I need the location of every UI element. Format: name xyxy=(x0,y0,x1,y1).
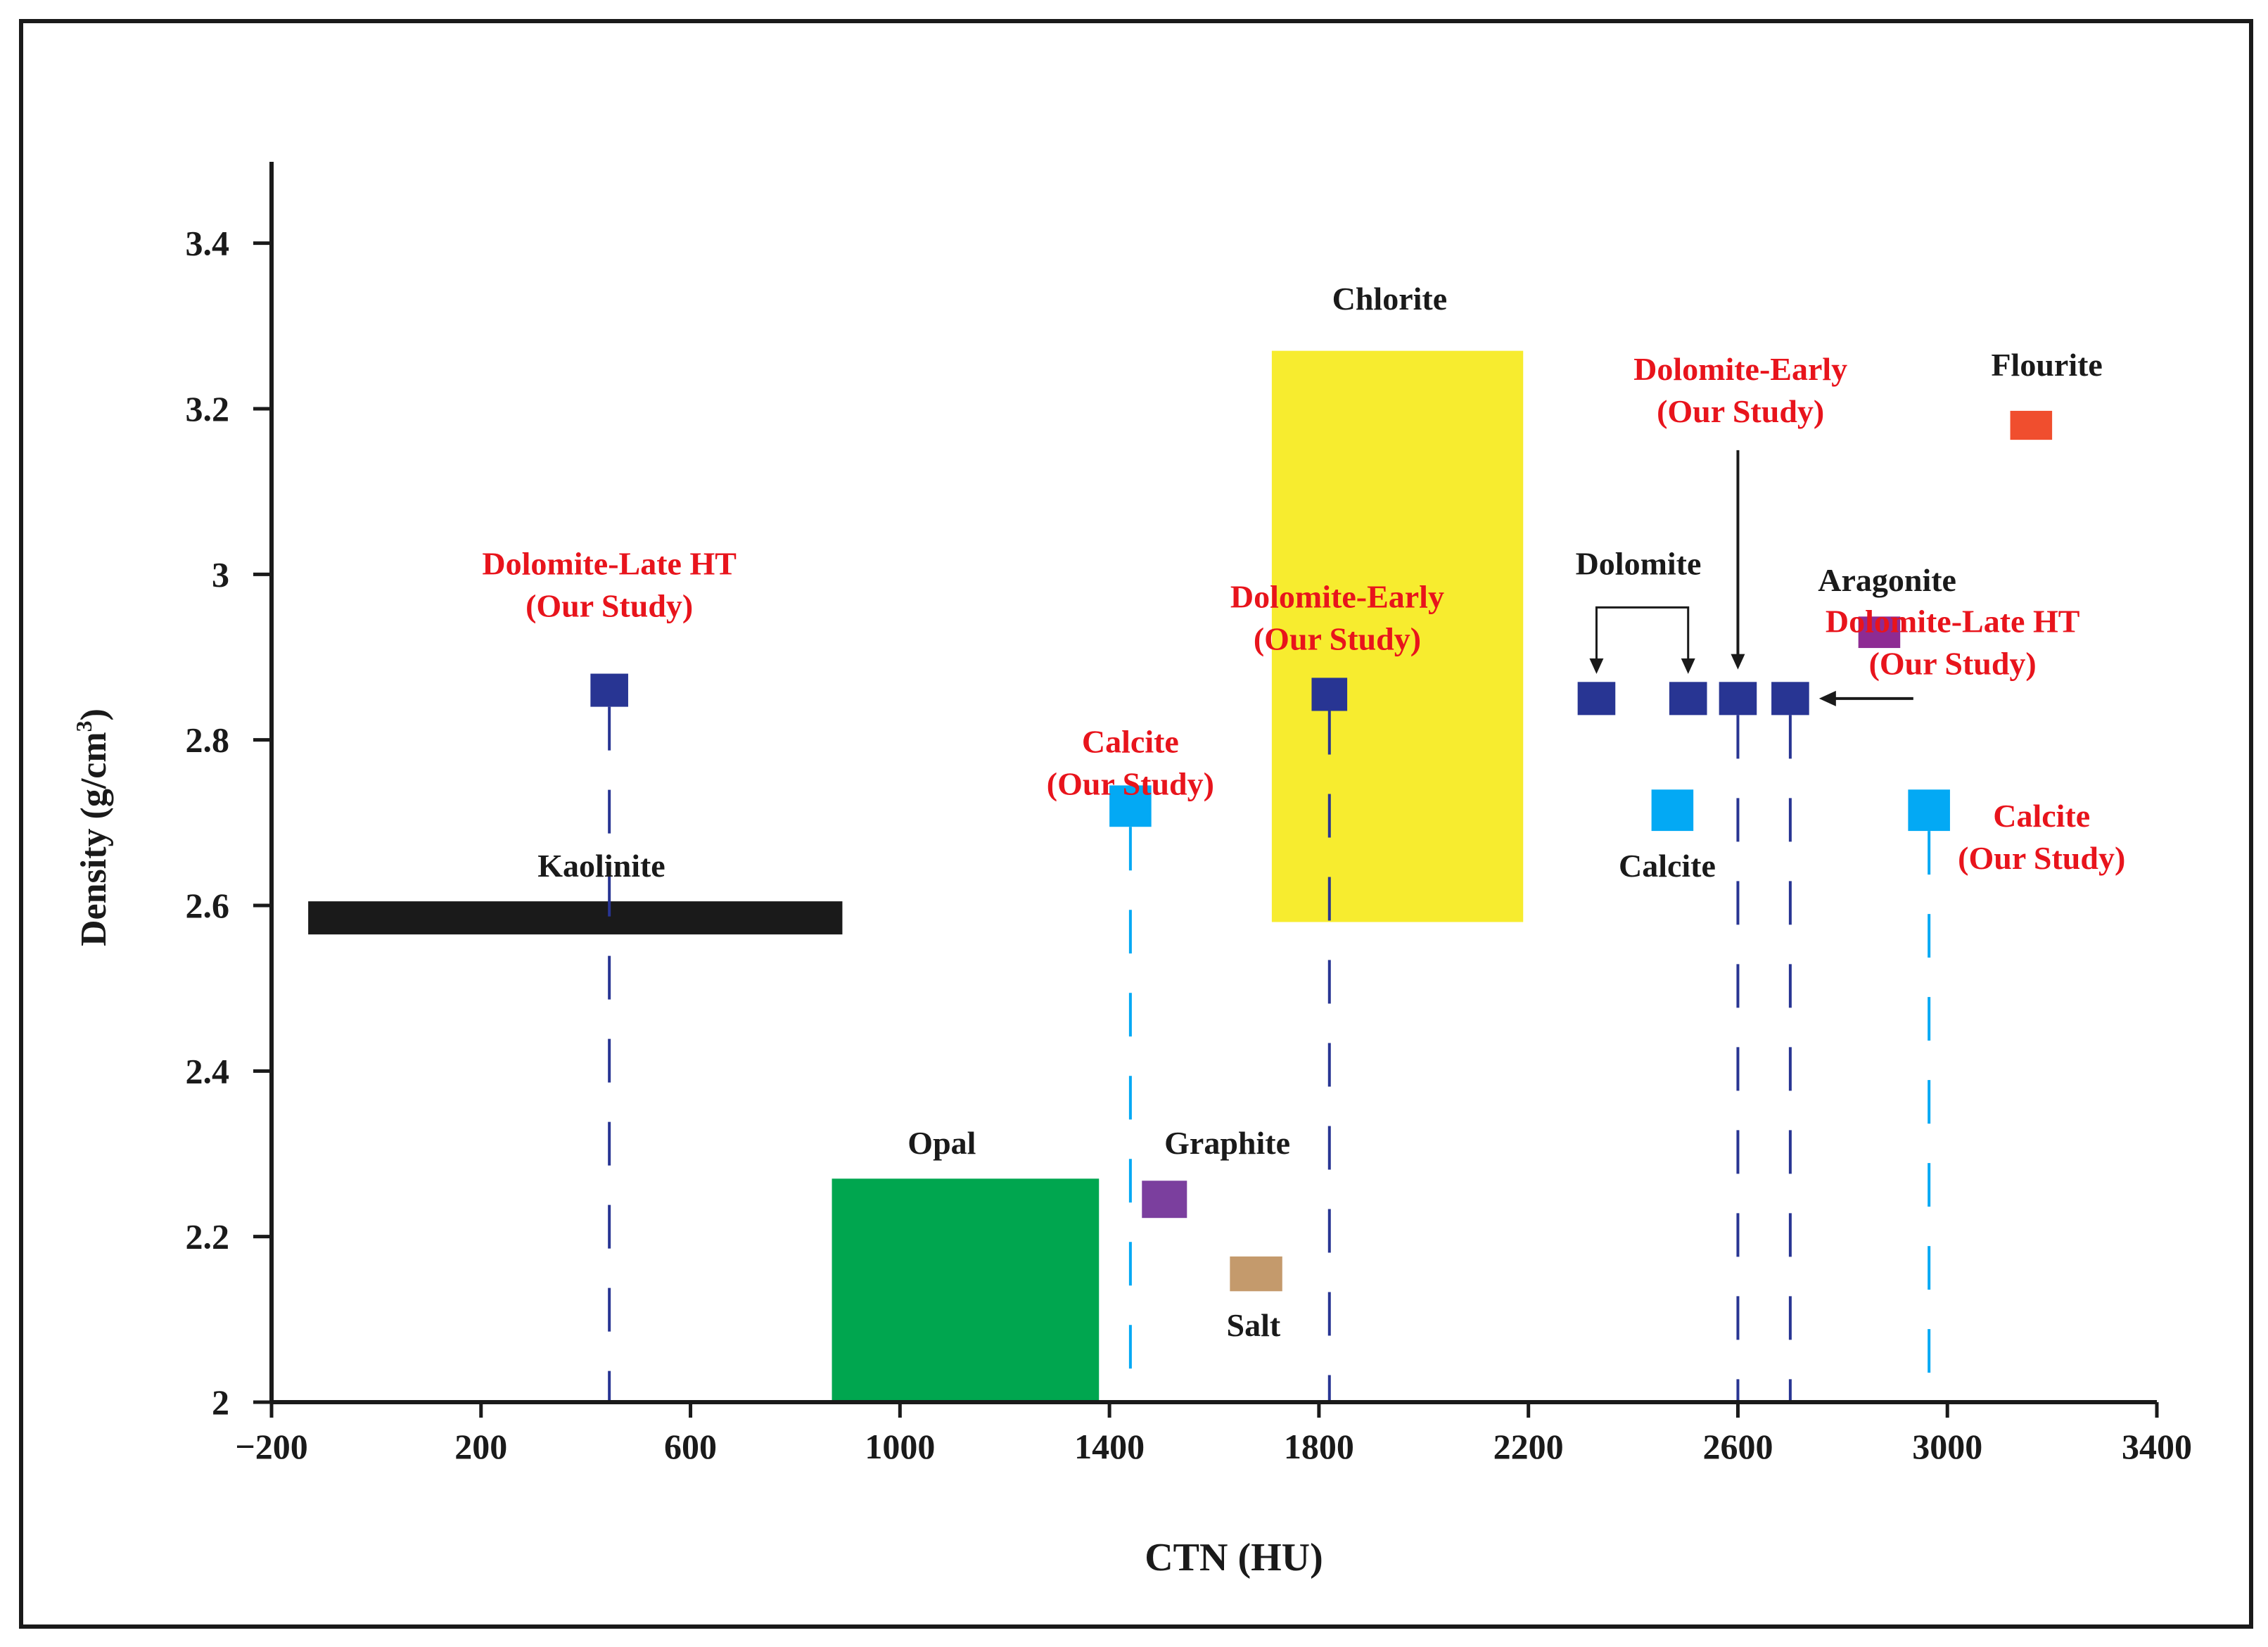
label-line-8-0: Opal xyxy=(907,1125,976,1161)
annotation-arrows xyxy=(1589,450,1913,706)
y-tick-label-3: 2.6 xyxy=(186,886,230,925)
point-dolomite-early-5 xyxy=(1719,682,1757,716)
y-axis-title-superscript: 3 xyxy=(71,720,96,732)
mineral-points xyxy=(590,410,2053,1292)
dolomite-bracket xyxy=(1595,606,1690,661)
dolomite-early-arrow-head xyxy=(1731,654,1745,670)
y-tick-label-6: 3.2 xyxy=(186,389,230,428)
point-calcite-7 xyxy=(1651,789,1694,832)
label-aragonite-13: Aragonite xyxy=(1818,562,1956,598)
point-flourite-12 xyxy=(2010,410,2053,440)
label-line-12-0: Dolomite xyxy=(1576,545,1702,581)
label-line-11-0: Calcite xyxy=(1619,848,1716,884)
drop-lines xyxy=(608,706,1931,1402)
label-chlorite-6: Chlorite xyxy=(1332,281,1448,317)
label-line-2-0: Dolomite-Early xyxy=(1230,578,1444,614)
x-tick-label-9: 3400 xyxy=(2122,1427,2192,1466)
label-calcite-1: Calcite (Our Study) xyxy=(1047,723,1214,801)
label-line-14-0: Flourite xyxy=(1991,347,2102,383)
axes: −200 200 600 1000 1400 1800 2200 2600 3000 3400 2 2… xyxy=(186,162,2192,1466)
dolomite-late-arrow-head xyxy=(1818,690,1836,706)
label-line-9-0: Graphite xyxy=(1164,1125,1290,1161)
label-line-7-0: Kaolinite xyxy=(537,848,665,884)
x-tick-label-6: 2200 xyxy=(1493,1427,1564,1466)
label-line-5-1: (Our Study) xyxy=(1958,840,2125,876)
point-salt-10 xyxy=(1230,1256,1282,1292)
label-line-1-0: Calcite xyxy=(1082,723,1179,759)
label-calcite-11: Calcite xyxy=(1619,848,1716,884)
y-tick-label-2: 2.4 xyxy=(186,1051,230,1090)
y-axis-title-close: ) xyxy=(74,708,114,720)
label-line-0-0: Dolomite-Late HT xyxy=(482,545,737,581)
range-kaolinite xyxy=(308,901,843,935)
point-graphite-9 xyxy=(1142,1181,1187,1219)
point-dolomite-early-2 xyxy=(1311,678,1348,711)
label-opal-8: Opal xyxy=(907,1125,976,1161)
point-dolomite-late-ht-0 xyxy=(590,673,628,707)
label-graphite-9: Graphite xyxy=(1164,1125,1290,1161)
label-line-5-0: Calcite xyxy=(1993,798,2090,834)
y-tick-label-5: 3 xyxy=(212,554,229,594)
y-axis-title-main: Density (g/cm xyxy=(74,732,114,946)
point-calcite-8 xyxy=(1908,789,1950,832)
dolomite-bracket-head-left xyxy=(1589,658,1604,674)
x-tick-label-4: 1400 xyxy=(1074,1427,1145,1466)
label-line-0-1: (Our Study) xyxy=(525,587,693,623)
y-tick-label-0: 2 xyxy=(212,1382,229,1422)
label-line-10-0: Salt xyxy=(1226,1307,1280,1343)
x-tick-label-8: 3000 xyxy=(1912,1427,1982,1466)
mineral-ranges xyxy=(308,350,1524,1402)
label-dolomite-early-2: Dolomite-Early (Our Study) xyxy=(1230,578,1444,656)
y-tick-label-4: 2.8 xyxy=(186,720,230,760)
label-line-1-1: (Our Study) xyxy=(1047,765,1214,801)
point-dolomite-late-ht-6 xyxy=(1771,682,1809,716)
label-line-13-0: Aragonite xyxy=(1818,562,1956,598)
point-aragonite-11 xyxy=(1858,616,1901,649)
label-dolomite-late-ht-4: Dolomite-Late HT (Our Study) xyxy=(1826,604,2080,682)
label-line-3-1: (Our Study) xyxy=(1657,393,1824,429)
label-calcite-5: Calcite (Our Study) xyxy=(1958,798,2125,876)
dolomite-bracket-head-right xyxy=(1681,658,1695,674)
label-salt-10: Salt xyxy=(1226,1307,1280,1343)
label-line-3-0: Dolomite-Early xyxy=(1633,351,1847,387)
label-line-6-0: Chlorite xyxy=(1332,281,1448,317)
x-tick-label-5: 1800 xyxy=(1284,1427,1354,1466)
annotation-labels: Dolomite-Late HT (Our Study) Calcite (Our S… xyxy=(482,281,2125,1343)
x-tick-label-2: 600 xyxy=(664,1427,717,1466)
x-tick-label-7: 2600 xyxy=(1702,1427,1773,1466)
y-axis-title: Density (g/cm3) xyxy=(71,708,114,946)
label-line-4-0: Dolomite-Late HT xyxy=(1826,604,2080,640)
x-tick-label-1: 200 xyxy=(454,1427,507,1466)
x-tick-label-0: −200 xyxy=(235,1427,308,1466)
point-dolomite-4 xyxy=(1669,682,1707,716)
label-line-4-1: (Our Study) xyxy=(1869,646,2037,682)
y-tick-label-7: 3.4 xyxy=(186,224,230,263)
label-dolomite-12: Dolomite xyxy=(1576,545,1702,581)
label-dolomite-early-3: Dolomite-Early (Our Study) xyxy=(1633,351,1847,429)
point-calcite-1 xyxy=(1109,785,1152,827)
point-dolomite-3 xyxy=(1577,682,1616,716)
x-tick-label-3: 1000 xyxy=(865,1427,935,1466)
y-tick-label-1: 2.2 xyxy=(186,1217,230,1257)
label-kaolinite-7: Kaolinite xyxy=(537,848,665,884)
label-line-2-1: (Our Study) xyxy=(1254,621,1421,656)
range-chlorite xyxy=(1271,350,1524,922)
range-opal xyxy=(832,1178,1100,1402)
label-dolomite-late-ht-0: Dolomite-Late HT (Our Study) xyxy=(482,545,737,623)
label-flourite-14: Flourite xyxy=(1991,347,2102,383)
x-axis-title: CTN (HU) xyxy=(1145,1536,1323,1579)
